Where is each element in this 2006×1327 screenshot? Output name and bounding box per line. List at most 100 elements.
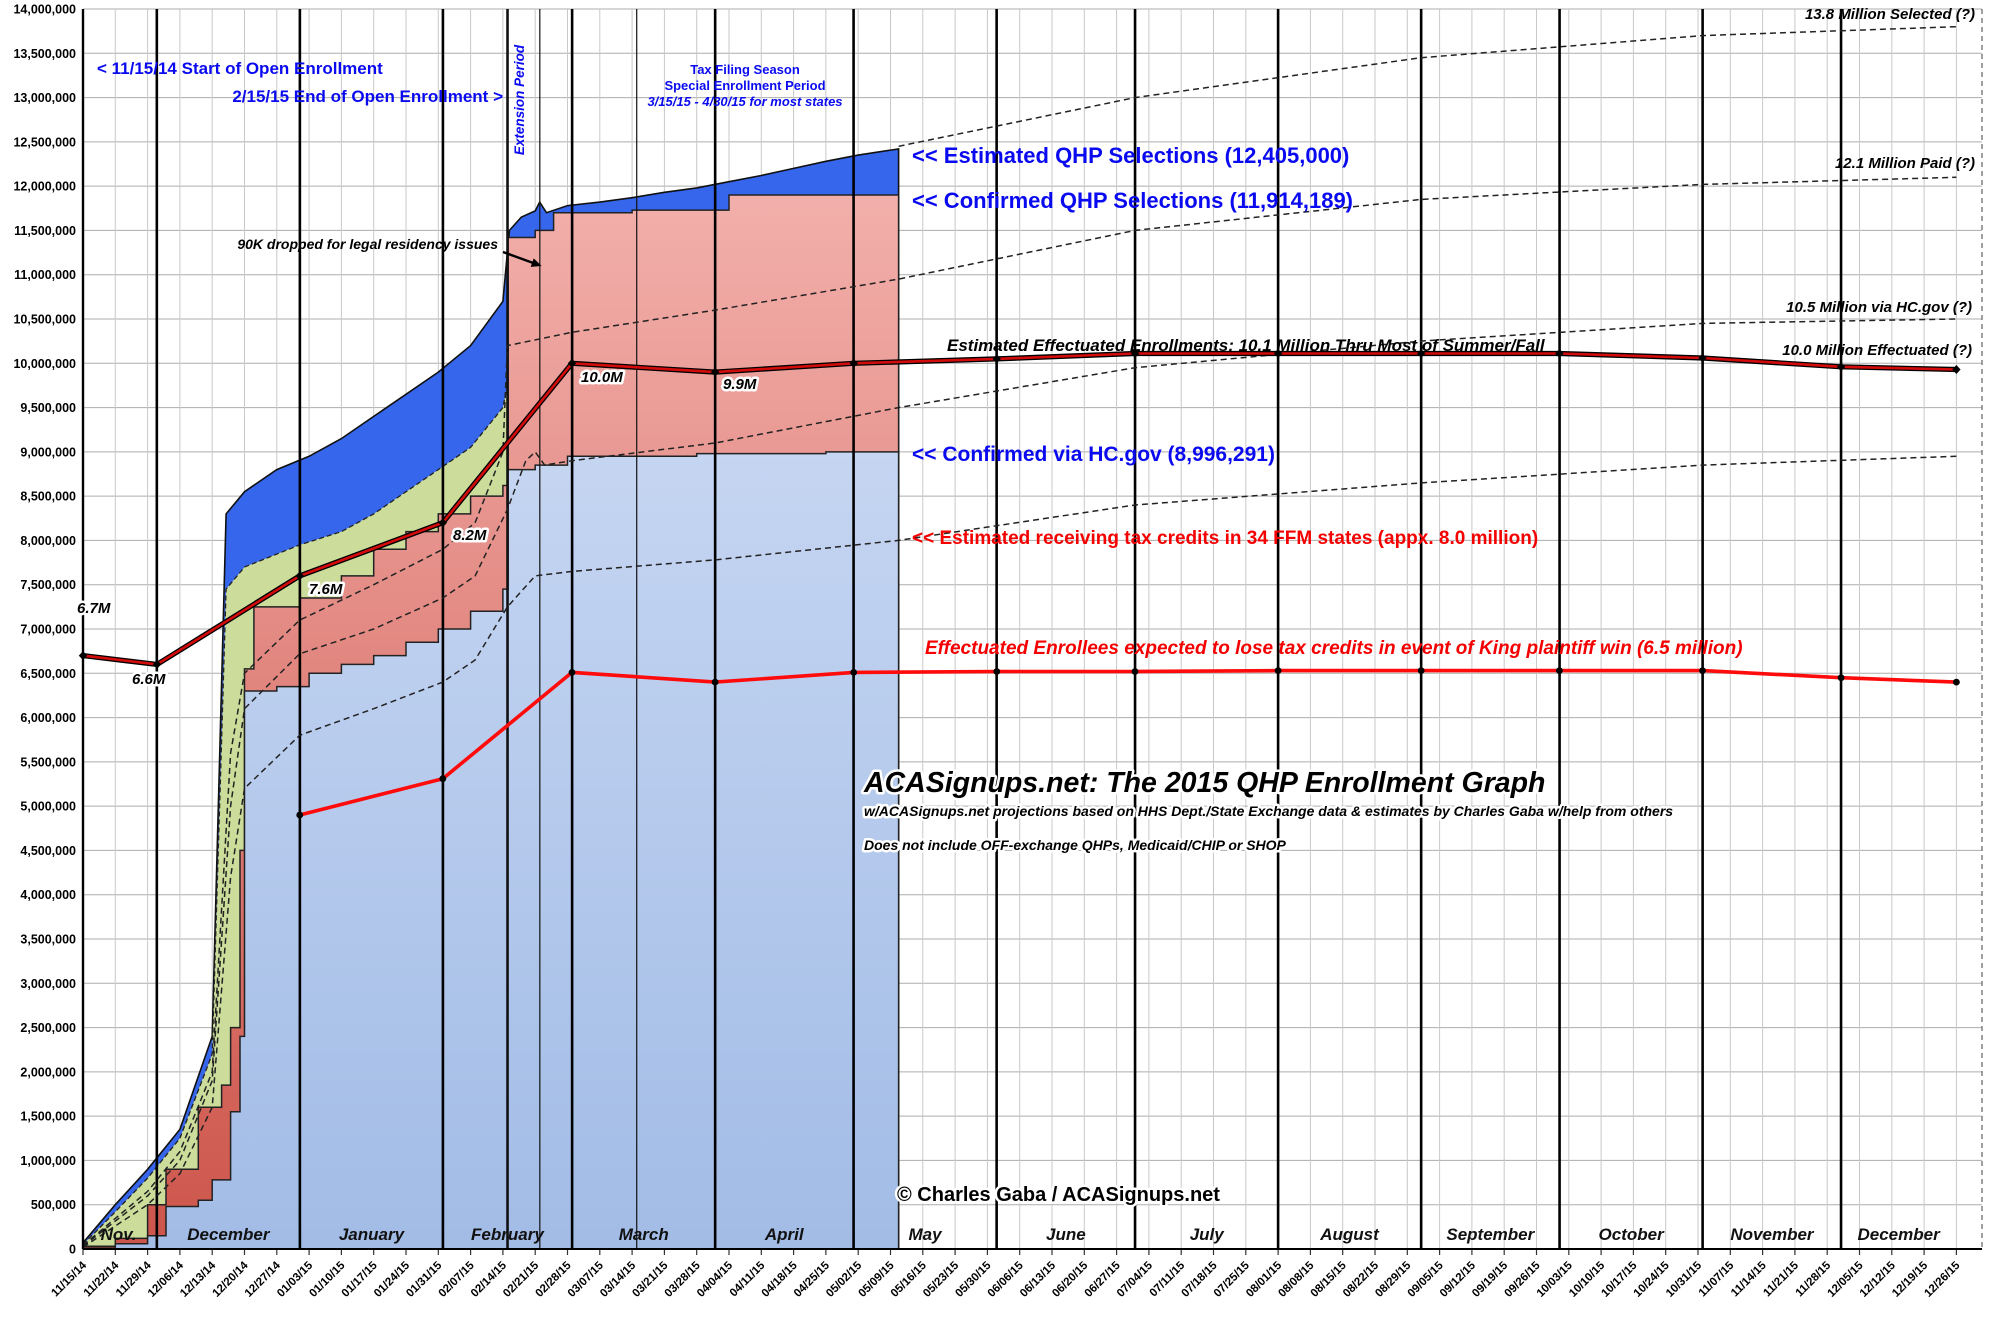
- effectuated-marker: [1836, 362, 1846, 372]
- proj-effectuated-label: 10.0 Million Effectuated (?): [1782, 342, 1972, 359]
- month-label: November: [1730, 1225, 1815, 1244]
- effectuated-marker: [1416, 349, 1426, 359]
- reference-lines: [155, 9, 1983, 1249]
- effectuated-marker: [152, 659, 162, 669]
- annotations: Nov. December January February March April May…: [75, 6, 1976, 1244]
- y-tick-label: 4,500,000: [20, 844, 76, 858]
- king-marker: [568, 669, 576, 676]
- confirmed-hcgov-label: << Confirmed via HC.gov (8,996,291): [912, 443, 1275, 466]
- king-marker: [296, 811, 304, 819]
- y-tick-label: 10,000,000: [13, 357, 76, 371]
- pt-6-6m: 6.6M: [132, 671, 166, 688]
- y-tick-label: 7,500,000: [20, 578, 76, 592]
- y-tick-label: 11,000,000: [14, 268, 76, 282]
- effectuated-marker: [567, 358, 577, 368]
- y-tick-label: 5,000,000: [20, 800, 76, 814]
- taxcredits-label: << Estimated receiving tax credits in 34…: [912, 528, 1538, 549]
- effectuated-marker: [1698, 353, 1707, 363]
- effectuated-marker: [295, 571, 304, 581]
- y-tick-label: 9,000,000: [20, 445, 76, 459]
- end-oe-note: 2/15/15 End of Open Enrollment >: [232, 87, 503, 106]
- effectuated-marker: [1555, 349, 1564, 359]
- effectuated-marker: [849, 358, 858, 368]
- ninetyk-arrow: [502, 250, 537, 266]
- projection-dashed-lines: [82, 25, 1957, 1248]
- y-tick-label: 12,500,000: [13, 135, 76, 149]
- month-label: October: [1599, 1225, 1666, 1244]
- month-label: December: [1857, 1225, 1941, 1244]
- king-marker: [1953, 678, 1960, 686]
- month-label: April: [764, 1225, 805, 1244]
- extension-period-note: Extension Period: [512, 44, 527, 155]
- pt-9-9m: 9.9M: [723, 376, 757, 393]
- king-marker: [850, 669, 858, 676]
- king-marker: [993, 668, 1001, 675]
- ninetyk-arrowhead: [530, 258, 542, 267]
- y-tick-label: 14,000,000: [13, 3, 76, 17]
- king-marker: [1274, 667, 1282, 675]
- chart-note: Does not include OFF-exchange QHPs, Medi…: [864, 837, 1287, 853]
- effectuated-marker: [1273, 349, 1283, 359]
- proj-hcgov: [82, 318, 1957, 1247]
- y-tick-label: 8,000,000: [20, 534, 76, 548]
- y-tick-label: 6,500,000: [20, 667, 76, 681]
- king-marker: [1837, 674, 1845, 682]
- king-marker: [1417, 667, 1425, 675]
- y-tick-label: 3,000,000: [20, 977, 76, 991]
- effectuated-marker: [992, 354, 1001, 364]
- proj-hcgov-label: 10.5 Million via HC.gov (?): [1786, 299, 1972, 316]
- pt-10-0m: 10.0M: [581, 369, 623, 386]
- chart-title: ACASignups.net: The 2015 QHP Enrollment …: [863, 767, 1545, 799]
- y-tick-label: 5,500,000: [20, 755, 76, 769]
- month-label: February: [471, 1225, 545, 1244]
- month-label: August: [1319, 1225, 1380, 1244]
- ninetyk-note: 90K dropped for legal residency issues: [237, 236, 498, 252]
- effectuated-marker: [438, 518, 448, 528]
- tax-season-2: Special Enrollment Period: [664, 78, 825, 93]
- king-marker: [439, 775, 447, 783]
- y-tick-label: 4,000,000: [20, 888, 76, 902]
- start-oe-note: < 11/15/14 Start of Open Enrollment: [97, 59, 383, 78]
- y-tick-label: 11,500,000: [14, 224, 76, 238]
- y-tick-label: 6,000,000: [20, 711, 76, 725]
- y-tick-label: 13,500,000: [13, 47, 76, 61]
- month-label: June: [1046, 1225, 1086, 1244]
- tax-season-3: 3/15/15 - 4/30/15 for most states: [647, 94, 842, 109]
- y-tick-label: 13,000,000: [13, 91, 76, 105]
- y-tick-label: 7,000,000: [20, 623, 76, 637]
- month-label: January: [339, 1225, 406, 1244]
- proj-paid-label: 12.1 Million Paid (?): [1835, 155, 1975, 172]
- tax-season-1: Tax Filing Season: [690, 62, 800, 77]
- copyright: © Charles Gaba / ACASignups.net: [897, 1184, 1220, 1206]
- king-label: Effectuated Enrollees expected to lose t…: [925, 638, 1743, 659]
- proj-selected: [898, 25, 1957, 148]
- pt-8-2m: 8.2M: [453, 527, 487, 544]
- y-tick-label: 12,000,000: [13, 180, 76, 194]
- effectuated-marker: [1130, 349, 1140, 359]
- y-tick-label: 3,500,000: [20, 933, 76, 947]
- king-marker: [711, 678, 719, 686]
- king-marker: [1131, 668, 1139, 675]
- y-tick-label: 0: [69, 1243, 76, 1257]
- king-marker: [1699, 667, 1706, 675]
- pt-6-7m: 6.7M: [77, 600, 111, 617]
- effectuated-marker: [1952, 364, 1961, 374]
- confirmed-qhp-label: << Confirmed QHP Selections (11,914,189): [912, 188, 1353, 213]
- effectuated-marker: [710, 367, 720, 377]
- y-tick-label: 10,500,000: [13, 313, 76, 327]
- y-tick-label: 1,000,000: [20, 1154, 76, 1168]
- area-confirmed-hcgov: [83, 451, 899, 1249]
- effectuated-summary: Estimated Effectuated Enrollments: 10.1 …: [947, 336, 1546, 355]
- area-series: [82, 147, 900, 1249]
- proj-selected-label: 13.8 Million Selected (?): [1805, 6, 1975, 23]
- month-label: July: [1190, 1225, 1226, 1244]
- pt-7-6m: 7.6M: [309, 581, 343, 598]
- month-label: Nov.: [101, 1225, 137, 1244]
- month-label: March: [619, 1225, 669, 1244]
- month-label: May: [909, 1225, 944, 1244]
- y-tick-label: 2,000,000: [20, 1065, 76, 1079]
- month-label: September: [1446, 1225, 1535, 1244]
- proj-taxcredits: [82, 455, 1957, 1248]
